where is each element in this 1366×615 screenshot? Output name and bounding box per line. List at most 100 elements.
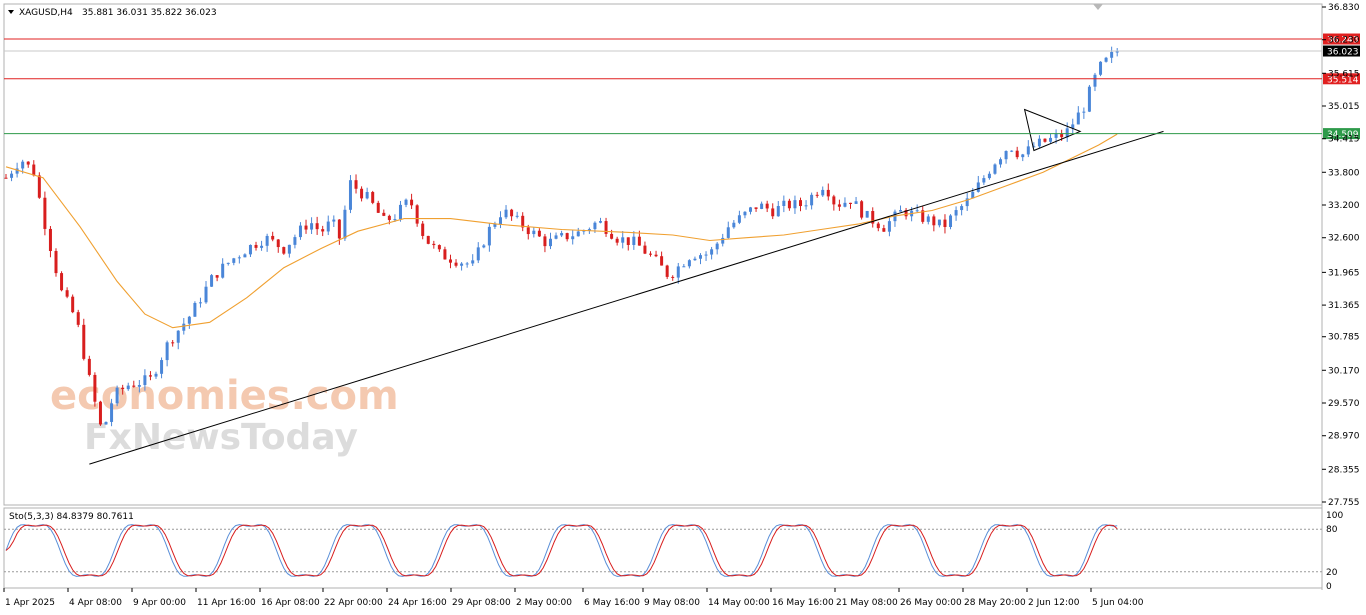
candle-body: [343, 209, 347, 239]
candle-body: [43, 197, 47, 229]
candle-body: [860, 201, 864, 218]
levels-layer: 36.243 36.023 35.514 34.509: [4, 33, 1360, 140]
candle-body: [548, 238, 552, 247]
candle: [404, 198, 408, 208]
candle: [137, 380, 141, 393]
candle-body: [454, 262, 458, 266]
candle-body: [965, 198, 969, 207]
candle-body: [765, 203, 769, 209]
candle-body: [793, 200, 797, 209]
price-tick-label: 28.355: [1328, 465, 1360, 475]
candle: [487, 223, 491, 252]
candle: [204, 281, 208, 304]
candle-body: [632, 236, 636, 245]
price-tick-label: 35.615: [1328, 69, 1360, 79]
candle: [1071, 118, 1075, 134]
candle-body: [1054, 134, 1058, 138]
candle: [554, 232, 558, 240]
candle-body: [515, 215, 519, 217]
candle: [476, 242, 480, 264]
candle-body: [421, 223, 425, 236]
level-tag-label: 35.514: [1327, 75, 1359, 85]
candle: [87, 355, 91, 377]
candle-body: [37, 175, 41, 198]
candle: [1110, 46, 1114, 64]
price-tick-label: 30.170: [1328, 366, 1360, 376]
candle-body: [865, 211, 869, 218]
collapse-triangle-icon[interactable]: [8, 10, 14, 14]
candle-body: [754, 207, 758, 209]
candle: [1082, 107, 1086, 119]
candle: [482, 244, 486, 249]
candle-body: [432, 243, 436, 246]
time-tick-label: 29 Apr 08:00: [452, 598, 511, 608]
candle-body: [48, 228, 52, 252]
candle: [110, 398, 114, 427]
candle: [548, 232, 552, 250]
candle-body: [943, 219, 947, 227]
candle-body: [1071, 124, 1075, 129]
candle: [837, 199, 841, 211]
candle-body: [637, 236, 641, 246]
candle-body: [376, 202, 380, 213]
candle: [132, 380, 136, 388]
candle: [665, 264, 669, 280]
candle: [198, 297, 202, 308]
candle: [265, 233, 269, 252]
candle-body: [110, 403, 114, 422]
candle: [682, 263, 686, 268]
candle-body: [21, 161, 25, 169]
candle-body: [226, 262, 230, 264]
candle: [237, 255, 241, 264]
candle-body: [415, 205, 419, 224]
candle-body: [171, 342, 175, 344]
candle: [382, 209, 386, 217]
candle: [987, 171, 991, 180]
candle: [565, 232, 569, 242]
candle-body: [1021, 154, 1025, 158]
price-tick-label: 32.600: [1328, 234, 1360, 244]
candle: [571, 229, 575, 245]
candle-body: [1110, 51, 1114, 58]
candle-body: [182, 323, 186, 331]
candle: [376, 200, 380, 213]
candle-body: [815, 194, 819, 196]
candle-body: [587, 229, 591, 231]
candle-body: [82, 324, 86, 359]
candle-body: [560, 233, 564, 236]
candle-body: [532, 230, 536, 235]
time-tick-label: 9 Apr 00:00: [133, 598, 186, 608]
candle: [982, 175, 986, 185]
chart-shift-marker-icon[interactable]: [1093, 4, 1103, 10]
candle: [171, 339, 175, 347]
candle-body: [887, 221, 891, 232]
candle-body: [332, 219, 336, 222]
candle-body: [276, 239, 280, 248]
ohlc-readout: 35.881 36.031 35.822 36.023: [82, 8, 217, 18]
candle-body: [482, 245, 486, 248]
candle-body: [198, 302, 202, 304]
symbol-header[interactable]: XAGUSD,H4 35.881 36.031 35.822 36.023: [8, 8, 217, 18]
candle-body: [849, 202, 853, 204]
candle-body: [298, 225, 302, 238]
candle: [348, 175, 352, 214]
candle: [1043, 138, 1047, 143]
candle: [82, 318, 86, 361]
candle-body: [348, 180, 352, 210]
candle: [260, 240, 264, 251]
time-tick-label: 14 May 00:00: [708, 598, 770, 608]
candle-body: [260, 245, 264, 248]
candle: [226, 262, 230, 266]
candle: [760, 201, 764, 210]
price-tick-label: 33.800: [1328, 168, 1360, 178]
candle: [1087, 84, 1091, 113]
candle: [526, 224, 530, 240]
candle: [498, 211, 502, 229]
stoch-tick-label: 20: [1326, 568, 1338, 578]
candle: [421, 220, 425, 240]
candle-body: [654, 254, 658, 257]
candle: [537, 228, 541, 237]
candle: [960, 204, 964, 216]
level-tag-label: 36.023: [1327, 48, 1359, 58]
